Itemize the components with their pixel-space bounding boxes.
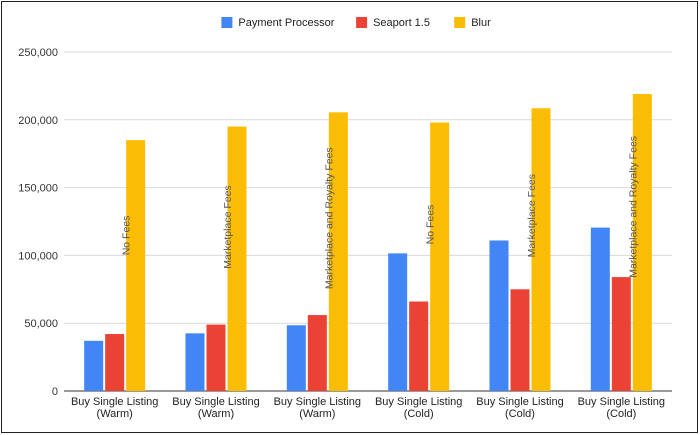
x-tick-label: (Warm): [97, 408, 133, 420]
bar-payment-processor: [489, 240, 509, 391]
bar-payment-processor: [84, 340, 104, 391]
bars: [84, 94, 652, 392]
annotation-label: Marketplace and Royalty Fees: [323, 147, 335, 289]
bar-payment-processor: [388, 253, 408, 391]
x-tick-label: Buy Single Listing: [476, 396, 563, 408]
annotation-label: No Fees: [121, 216, 133, 256]
bar-blur: [430, 122, 450, 392]
bar-seaport-1-5: [307, 315, 327, 391]
x-tick-label: Buy Single Listing: [172, 396, 259, 408]
bar-seaport-1-5: [206, 324, 226, 391]
bar-blur: [632, 94, 652, 391]
legend: Payment Processor Seaport 1.5 Blur: [221, 17, 491, 29]
bar-seaport-1-5: [611, 277, 631, 391]
annotation-label: Marketplace and Royalty Fees: [627, 136, 639, 278]
grid: [64, 51, 672, 392]
legend-swatch: [356, 17, 368, 28]
x-tick-label: Buy Single Listing: [375, 396, 462, 408]
annotation-label: Marketplace Fees: [222, 185, 234, 268]
y-tick-label: 50,000: [24, 318, 58, 330]
bar-payment-processor: [590, 227, 610, 391]
legend-label: Seaport 1.5: [373, 17, 430, 29]
bar-seaport-1-5: [409, 301, 429, 391]
x-tick-label: (Warm): [198, 408, 234, 420]
y-tick-label: 150,000: [18, 183, 58, 195]
x-tick-label: Buy Single Listing: [71, 396, 158, 408]
x-axis: Buy Single Listing(Warm)Buy Single Listi…: [71, 396, 665, 420]
bar-blur: [227, 126, 247, 391]
legend-label: Blur: [471, 17, 491, 29]
bar-blur: [328, 112, 348, 391]
legend-swatch: [454, 17, 466, 28]
legend-label: Payment Processor: [238, 17, 334, 29]
bar-payment-processor: [185, 333, 205, 391]
y-tick-label: 0: [52, 386, 58, 398]
bar-blur: [531, 108, 551, 392]
y-tick-label: 100,000: [18, 250, 58, 262]
x-tick-label: Buy Single Listing: [274, 396, 361, 408]
x-tick-label: (Cold): [606, 408, 636, 420]
annotation-label: Marketplace Fees: [526, 174, 538, 257]
annotation-label: No Fees: [425, 205, 437, 245]
y-tick-label: 250,000: [18, 47, 58, 59]
annotations: No Fees Marketplace Fees Marketplace and R…: [121, 136, 640, 289]
bar-seaport-1-5: [105, 334, 125, 391]
legend-swatch: [221, 17, 233, 28]
y-tick-label: 200,000: [18, 115, 58, 127]
y-axis: 0 50,000 100,000 150,000 200,000 250,000: [18, 47, 58, 398]
bar-blur: [126, 140, 146, 391]
x-tick-label: (Warm): [299, 408, 335, 420]
x-tick-label: (Cold): [505, 408, 535, 420]
x-tick-label: Buy Single Listing: [578, 396, 665, 408]
x-tick-label: (Cold): [404, 408, 434, 420]
bar-payment-processor: [286, 325, 306, 391]
bar-seaport-1-5: [510, 289, 530, 391]
